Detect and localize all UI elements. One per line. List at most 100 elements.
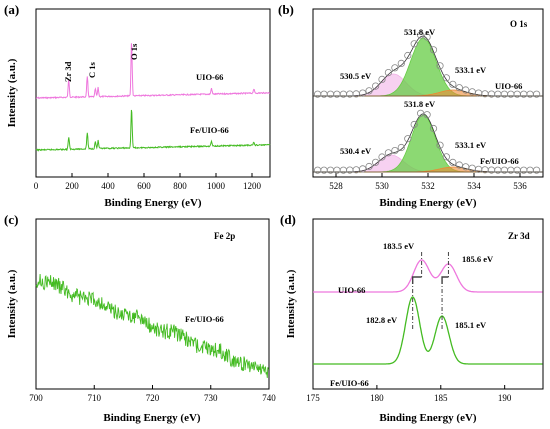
data-point-circle <box>320 166 328 174</box>
o1s-fe-peak-533.1: 533.1 eV <box>455 140 487 150</box>
data-point-circle <box>442 74 450 82</box>
data-point-circle <box>442 153 450 161</box>
panel-b-ticks: 528 530 532 534 536 <box>329 173 527 191</box>
data-point-circle <box>423 111 431 119</box>
data-point-circle <box>500 90 508 98</box>
panel-a: (a) Binding Energy (eV) Intensity (a.u.)… <box>4 2 271 209</box>
panel-c: (c) Fe 2p Binding Energy (eV) Intensity … <box>4 212 276 424</box>
data-point-circle <box>333 166 341 174</box>
panel-d-letter: (d) <box>280 212 296 227</box>
data-point-circle <box>416 31 425 39</box>
x-tick-label: 530 <box>375 181 389 191</box>
o1s-uio-peak-530.5: 530.5 eV <box>340 71 372 81</box>
panel-a-series <box>35 43 271 152</box>
data-point-circle <box>333 90 341 98</box>
data-point-circle <box>429 46 438 54</box>
peak-label-zr3d: Zr 3d <box>63 61 73 82</box>
data-point-circle <box>391 64 399 72</box>
data-point-circle <box>365 162 373 171</box>
data-point-circle <box>429 124 438 133</box>
x-tick-label: 600 <box>137 181 151 191</box>
panel-d-ylabel: Intensity (a.u.) <box>285 269 297 338</box>
panel-d-title: Zr 3d <box>508 231 530 241</box>
series-label-feuio66-c: Fe/UIO-66 <box>185 314 224 324</box>
x-tick-label: 720 <box>146 393 160 403</box>
series-label-feuio66-d: Fe/UIO-66 <box>330 378 369 388</box>
data-point-circle <box>455 161 463 169</box>
x-tick-label: 528 <box>329 181 343 191</box>
x-tick-label: 1200 <box>243 181 262 191</box>
data-point-circle <box>494 90 502 98</box>
x-tick-label: 532 <box>421 181 435 191</box>
data-point-circle <box>513 90 521 98</box>
series-label-uio66-a: UIO-66 <box>196 72 223 82</box>
data-point-circle <box>520 90 528 98</box>
x-tick-label: 700 <box>29 393 43 403</box>
data-point-circle <box>436 141 444 149</box>
data-point-circle <box>326 90 335 98</box>
panel-d-series <box>313 252 543 365</box>
panel-a-letter: (a) <box>4 2 19 17</box>
series-label-feuio66-b: Fe/UIO-66 <box>480 156 519 166</box>
panel-c-ylabel: Intensity (a.u.) <box>6 269 18 338</box>
data-point-circle <box>371 82 380 90</box>
panel-a-xlabel: Binding Energy (eV) <box>104 197 202 209</box>
x-tick-label: 800 <box>173 181 187 191</box>
data-point-circle <box>507 166 515 174</box>
data-point-circle <box>410 120 418 129</box>
x-tick-label: 534 <box>467 181 481 191</box>
data-point-circle <box>339 90 347 98</box>
panel-c-xlabel: Binding Energy (eV) <box>103 412 201 424</box>
series-label-uio66-b: UIO-66 <box>495 81 522 91</box>
o1s-uio-peak-533.1: 533.1 eV <box>455 65 487 75</box>
data-point-circle <box>391 147 399 155</box>
survey-line-fe-uio-66 <box>35 109 271 152</box>
x-tick-label: 730 <box>204 393 218 403</box>
zr3d-line-fe-uio-66 <box>313 296 543 365</box>
data-point-circle <box>313 166 322 174</box>
series-label-feuio66-a: Fe/UIO-66 <box>190 125 229 135</box>
zr3d-uio-peak-185.6: 185.6 eV <box>462 254 494 264</box>
x-tick-label: 710 <box>88 393 102 403</box>
panel-d-frame <box>312 218 544 390</box>
data-point-circle <box>384 69 392 77</box>
data-point-circle <box>365 87 373 95</box>
data-point-circle <box>359 89 367 97</box>
panel-a-ticks: 0 200 400 600 800 1000 1200 <box>34 173 262 191</box>
data-point-circle <box>320 90 328 98</box>
panel-c-ticks: 700 710 720 730 740 <box>29 385 276 403</box>
data-point-circle <box>526 90 534 98</box>
data-point-circle <box>513 166 521 174</box>
x-tick-label: 0 <box>34 181 39 191</box>
data-point-circle <box>494 166 502 174</box>
data-point-circle <box>462 86 470 94</box>
data-point-circle <box>526 166 534 174</box>
x-tick-label: 1000 <box>207 181 226 191</box>
data-point-circle <box>500 166 508 174</box>
x-tick-label: 200 <box>65 181 79 191</box>
data-point-circle <box>436 62 444 70</box>
data-point-circle <box>404 51 412 60</box>
panel-b: (b) O 1s Binding Energy (eV) 528 530 532 53… <box>278 2 544 209</box>
panel-b-letter: (b) <box>278 2 294 17</box>
zr3d-fe-peak-182.8: 182.8 eV <box>366 315 398 325</box>
x-tick-label: 536 <box>513 181 527 191</box>
zr3d-line-uio-66 <box>313 259 543 293</box>
data-point-circle <box>371 158 380 166</box>
panel-d: (d) Zr 3d Binding Energy (eV) Intensity … <box>280 212 544 424</box>
panel-b-plot <box>313 31 543 174</box>
data-point-circle <box>455 84 463 92</box>
data-point-circle <box>532 90 541 98</box>
data-point-circle <box>313 90 322 98</box>
zr3d-fe-peak-185.1: 185.1 eV <box>455 320 487 330</box>
x-tick-label: 180 <box>370 393 384 403</box>
data-point-circle <box>378 75 386 84</box>
data-point-circle <box>339 166 347 174</box>
panel-a-ylabel: Intensity (a.u.) <box>6 58 18 127</box>
peak-shift-bracket <box>441 276 449 284</box>
data-point-circle <box>449 80 457 88</box>
peak-shift-bracket <box>411 276 422 284</box>
data-point-circle <box>378 153 386 161</box>
panel-b-xlabel: Binding Energy (eV) <box>379 197 477 209</box>
